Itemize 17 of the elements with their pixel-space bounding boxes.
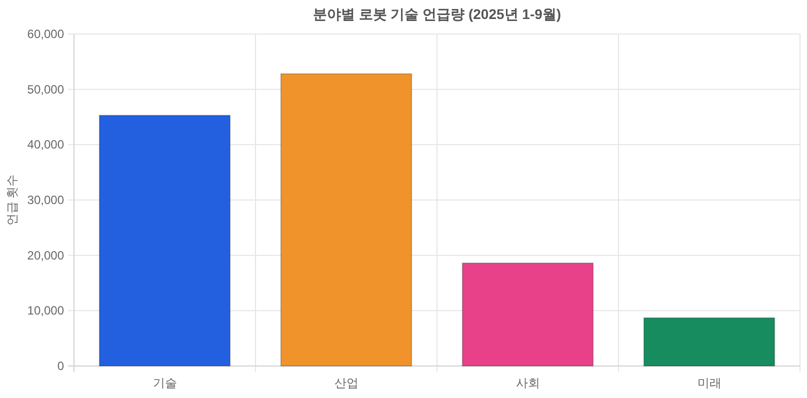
x-tick-label: 미래 (697, 376, 722, 390)
chart-title: 분야별 로봇 기술 언급량 (2025년 1-9월) (312, 6, 562, 22)
y-tick-label: 50,000 (27, 82, 64, 96)
y-tick-label: 60,000 (27, 27, 64, 41)
y-tick-label: 20,000 (27, 248, 64, 262)
y-tick-label: 30,000 (27, 193, 64, 207)
bar (98, 114, 231, 366)
bar (643, 317, 776, 366)
y-axis-title: 언급 횟수 (5, 174, 19, 226)
y-tick-label: 0 (57, 359, 64, 373)
x-tick-label: 사회 (516, 376, 540, 390)
y-tick-label: 40,000 (27, 138, 64, 152)
x-tick-label: 기술 (152, 376, 177, 390)
y-tick-label: 10,000 (27, 304, 64, 318)
bar (280, 73, 412, 366)
bar (462, 262, 594, 366)
x-tick-label: 산업 (334, 376, 358, 390)
